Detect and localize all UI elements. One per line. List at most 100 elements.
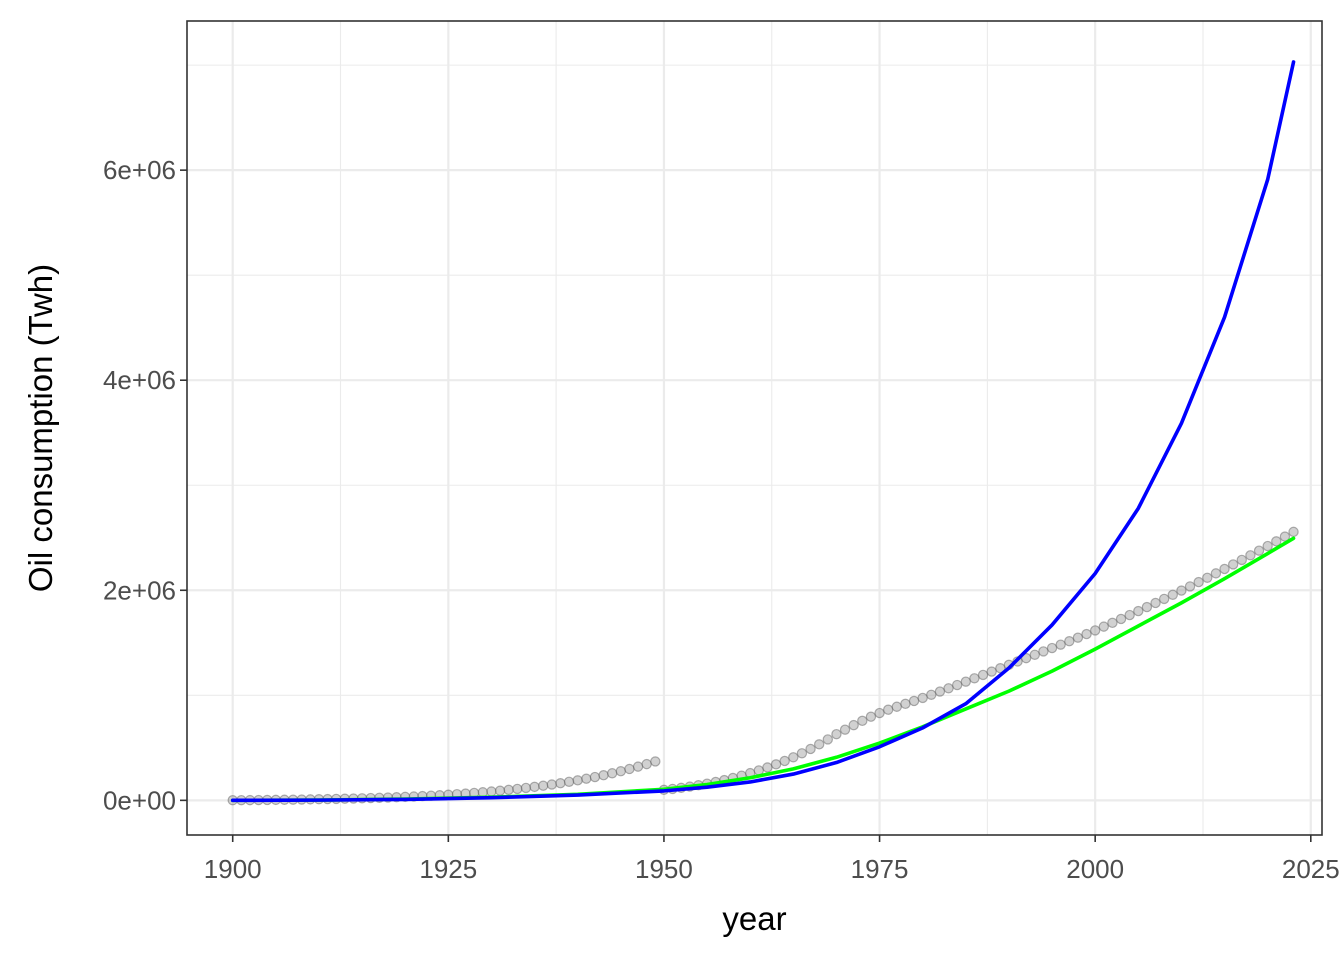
data-point [503, 784, 514, 796]
data-point [572, 775, 583, 786]
data-point [1262, 540, 1273, 552]
data-point [546, 779, 558, 790]
x-tick-label: 1950 [635, 854, 693, 884]
data-point [969, 673, 980, 684]
data-point [1184, 581, 1196, 592]
data-point [1038, 646, 1049, 657]
data-point [563, 776, 575, 788]
data-point [813, 739, 825, 750]
data-point [1089, 625, 1101, 636]
data-point [951, 679, 963, 691]
data-point [1029, 649, 1041, 660]
data-point [1271, 536, 1282, 547]
series-layer [227, 60, 1299, 806]
data-point [779, 755, 790, 767]
data-point [1253, 545, 1265, 556]
data-point [1158, 593, 1170, 605]
data-point [986, 666, 997, 677]
data-point [529, 781, 540, 793]
data-point [615, 765, 627, 777]
data-point [555, 778, 566, 789]
data-point [917, 692, 928, 704]
data-point [1072, 632, 1084, 643]
data-point [805, 743, 816, 755]
data-point [874, 707, 885, 719]
data-point [1150, 597, 1161, 609]
data-point [494, 785, 506, 796]
data-point [1115, 613, 1127, 625]
data-point [1288, 526, 1299, 538]
data-point [822, 734, 834, 745]
data-point [1055, 639, 1066, 650]
x-axis: 1900 1925 1950 1975 2000 2025 [204, 835, 1340, 884]
data-point [1245, 550, 1256, 561]
y-tick-label: 2e+06 [103, 575, 176, 605]
data-point [762, 762, 773, 773]
data-point [581, 773, 592, 784]
data-point [1046, 642, 1058, 654]
data-point [1020, 652, 1032, 664]
data-point [796, 748, 808, 759]
data-point [650, 756, 661, 767]
data-point [900, 698, 911, 710]
y-tick-label: 4e+06 [103, 365, 176, 395]
data-point [1064, 636, 1075, 647]
data-point [598, 770, 609, 781]
data-point [1124, 609, 1135, 621]
data-point [831, 728, 842, 740]
data-point [589, 771, 601, 783]
data-point [908, 695, 920, 707]
x-tick-label: 1925 [419, 854, 477, 884]
observed-points [227, 526, 1299, 806]
x-tick-label: 1975 [851, 854, 909, 884]
y-tick-label: 0e+00 [103, 785, 176, 815]
data-point [882, 704, 894, 715]
data-point [1098, 621, 1109, 632]
data-point [1210, 568, 1222, 579]
data-point [943, 683, 954, 694]
data-point [1176, 585, 1187, 596]
x-tick-label: 2000 [1066, 854, 1124, 884]
data-point [606, 768, 618, 779]
data-point [1107, 617, 1118, 629]
data-point [960, 676, 972, 687]
data-point [1279, 531, 1291, 542]
x-axis-title: year [722, 900, 786, 937]
plot-border [186, 20, 1323, 836]
data-point [624, 763, 635, 775]
plot-background [187, 21, 1322, 835]
data-point [537, 780, 549, 791]
data-point [770, 759, 782, 770]
data-point [1167, 589, 1178, 600]
data-point [977, 669, 989, 681]
data-point [477, 787, 489, 798]
data-point [641, 758, 652, 770]
fit-line-blue [230, 60, 1296, 803]
data-point [1141, 601, 1153, 613]
data-point [632, 761, 644, 772]
data-point [848, 719, 859, 731]
data-point [1081, 628, 1092, 640]
data-point [1193, 576, 1204, 588]
data-point [486, 786, 497, 797]
x-tick-label: 1900 [204, 854, 262, 884]
x-tick-label: 2025 [1282, 854, 1340, 884]
data-point [891, 701, 903, 712]
data-point [1236, 554, 1247, 566]
data-point [1202, 572, 1213, 583]
data-point [788, 752, 799, 763]
y-axis-title: Oil consumption (Twh) [22, 264, 59, 592]
y-axis: 0e+00 2e+06 4e+06 6e+06 [103, 155, 187, 815]
data-point [520, 782, 532, 794]
grid [187, 21, 1322, 835]
data-point [934, 686, 946, 697]
data-point [926, 689, 937, 700]
data-point [1219, 563, 1230, 575]
data-point [839, 724, 851, 735]
data-point [1133, 605, 1144, 617]
y-tick-label: 6e+06 [103, 155, 176, 185]
data-point [865, 711, 877, 722]
data-point [857, 715, 868, 727]
data-point [512, 783, 523, 795]
